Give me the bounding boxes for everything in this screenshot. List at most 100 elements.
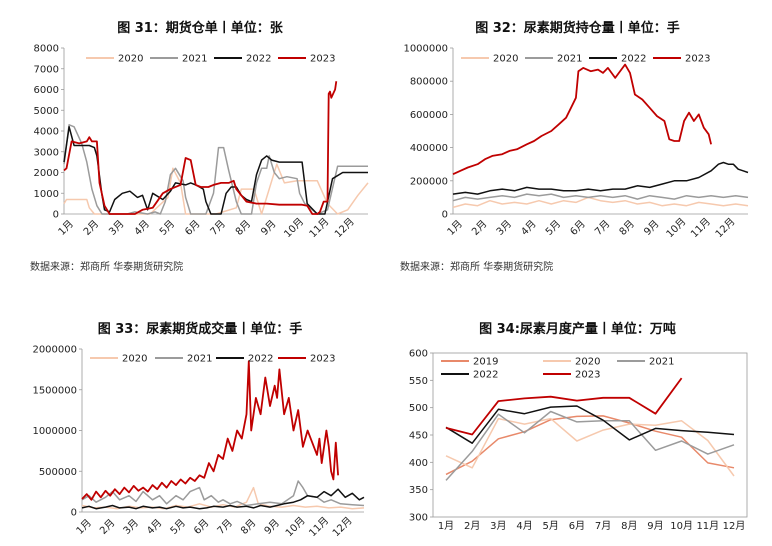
x-tick-label: 6月 xyxy=(569,520,585,532)
series-line-2022 xyxy=(63,126,368,215)
series-line-2023 xyxy=(63,81,338,215)
series-line-2022 xyxy=(452,161,749,195)
series-line-2020 xyxy=(445,417,735,477)
y-tick-label: 300 xyxy=(409,513,428,524)
x-tick-label: 5月 xyxy=(157,218,177,238)
chart-panel-2: 图 32：尿素期货持仓量丨单位：手 0 200000 400000 600000 800… xyxy=(395,10,760,280)
x-tick-label: 2月 xyxy=(469,218,489,238)
x-tick-label: 4月 xyxy=(144,517,164,537)
x-tick-label: 6月 xyxy=(183,218,203,238)
x-tick-label: 2月 xyxy=(97,517,117,537)
x-tick-label: 3月 xyxy=(121,517,141,537)
y-tick-label: 1000 xyxy=(34,189,59,200)
legend-label: 2019 xyxy=(473,357,498,368)
y-tick-label: 4000 xyxy=(34,127,59,138)
y-tick-label: 500 xyxy=(409,403,428,414)
x-tick-label: 12月 xyxy=(713,216,738,241)
x-tick-label: 11月 xyxy=(688,216,713,241)
y-tick-label: 500000 xyxy=(39,467,77,478)
warehouse-receipts-chart: 0 1000 2000 3000 4000 5000 6000 7000 8000 1月 2月 3月 4… xyxy=(34,44,369,241)
series-line-2020 xyxy=(452,196,749,209)
trading-volume-chart: 0 500000 1000000 1500000 2000000 1月 2月 3月 4月 5月 6月… xyxy=(32,345,365,540)
legend-label: 2023 xyxy=(685,54,710,65)
legend-label: 2020 xyxy=(493,54,518,65)
legend-label: 2023 xyxy=(310,354,335,365)
x-tick-label: 7月 xyxy=(592,218,612,238)
x-tick-label: 3月 xyxy=(107,218,127,238)
y-tick-label: 3000 xyxy=(34,147,59,158)
x-tick-label: 3月 xyxy=(494,218,514,238)
y-tick-label: 1000000 xyxy=(32,426,77,437)
chart-panel-3: 图 33：尿素期货成交量丨单位：手 0 500000 1000000 1500000 2… xyxy=(20,313,380,546)
x-tick-label: 10月 xyxy=(664,216,689,241)
x-tick-label: 12月 xyxy=(723,520,746,532)
y-tick-label: 6000 xyxy=(34,85,59,96)
chart-title: 图 33：尿素期货成交量丨单位：手 xyxy=(97,322,303,337)
series-line-2023 xyxy=(452,63,712,176)
x-tick-label: 9月 xyxy=(259,218,279,238)
x-tick-label: 8月 xyxy=(233,218,253,238)
x-tick-label: 8月 xyxy=(238,517,258,537)
y-tick-label: 5000 xyxy=(34,106,59,117)
legend-label: 2022 xyxy=(246,54,271,65)
legend-label: 2022 xyxy=(248,354,273,365)
y-tick-label: 0 xyxy=(53,210,59,221)
y-tick-label: 1500000 xyxy=(32,385,77,396)
x-tick-label: 7月 xyxy=(595,520,611,532)
x-tick-label: 7月 xyxy=(208,218,228,238)
y-tick-label: 600000 xyxy=(410,110,448,121)
y-tick-label: 0 xyxy=(71,508,77,519)
x-tick-label: 11月 xyxy=(307,515,332,540)
chart-source: 数据来源：郑商所 华泰期货研究院 xyxy=(30,262,184,273)
x-tick-label: 12月 xyxy=(332,216,357,241)
y-tick-label: 550 xyxy=(409,376,428,387)
x-tick-label: 2月 xyxy=(81,218,101,238)
chart-panel-4: 图 34:尿素月度产量丨单位：万吨 300 350 400 450 500 550 600 1… xyxy=(395,313,760,546)
y-tick-label: 450 xyxy=(409,431,428,442)
x-tick-label: 6月 xyxy=(191,517,211,537)
legend-label: 2020 xyxy=(118,54,143,65)
x-tick-label: 9月 xyxy=(262,517,282,537)
x-tick-label: 9月 xyxy=(647,520,663,532)
x-tick-label: 1月 xyxy=(56,218,76,238)
y-tick-label: 350 xyxy=(409,485,428,496)
legend-label: 2023 xyxy=(310,54,335,65)
legend-label: 2021 xyxy=(187,354,212,365)
x-tick-label: 6月 xyxy=(568,218,588,238)
x-tick-label: 12月 xyxy=(330,515,355,540)
chart-title: 图 34:尿素月度产量丨单位：万吨 xyxy=(479,322,676,337)
y-tick-label: 8000 xyxy=(34,44,59,55)
legend-label: 2022 xyxy=(621,54,646,65)
x-tick-label: 2月 xyxy=(464,520,480,532)
series-line-2023 xyxy=(445,377,683,436)
legend-label: 2021 xyxy=(649,357,674,368)
y-tick-label: 200000 xyxy=(410,176,448,187)
x-tick-label: 4月 xyxy=(516,520,532,532)
x-tick-label: 5月 xyxy=(543,218,563,238)
series-line-2019 xyxy=(445,415,735,476)
series-line-2022 xyxy=(81,488,365,510)
open-interest-chart: 0 200000 400000 600000 800000 1000000 1月 2月 3月 4月… xyxy=(403,44,749,241)
series-line-2020 xyxy=(63,163,369,215)
series-line-2022 xyxy=(445,405,735,444)
x-tick-label: 8月 xyxy=(621,520,637,532)
y-tick-label: 2000000 xyxy=(32,345,77,356)
x-tick-label: 10月 xyxy=(282,216,307,241)
x-tick-label: 8月 xyxy=(617,218,637,238)
legend-label: 2022 xyxy=(473,370,498,381)
chart-source: 数据来源：郑商所 华泰期货研究院 xyxy=(400,262,554,273)
x-tick-label: 10月 xyxy=(283,515,308,540)
legend-label: 2023 xyxy=(575,370,600,381)
chart-panel-1: 图 31：期货仓单丨单位：张 0 1000 2000 3000 4000 5000 6000… xyxy=(20,10,380,280)
monthly-production-chart: 300 350 400 450 500 550 600 1月 2月 3月 4月 5月 6月 7月 8月 9月 1… xyxy=(409,349,748,532)
series-line-2021 xyxy=(445,410,735,481)
x-tick-label: 4月 xyxy=(132,218,152,238)
legend-label: 2021 xyxy=(182,54,207,65)
legend-label: 2021 xyxy=(557,54,582,65)
y-tick-label: 7000 xyxy=(34,64,59,75)
y-tick-label: 600 xyxy=(409,349,428,360)
y-tick-label: 0 xyxy=(442,210,448,221)
x-tick-label: 11月 xyxy=(307,216,332,241)
x-tick-label: 10月 xyxy=(670,520,693,532)
series-line-2023 xyxy=(81,360,339,501)
